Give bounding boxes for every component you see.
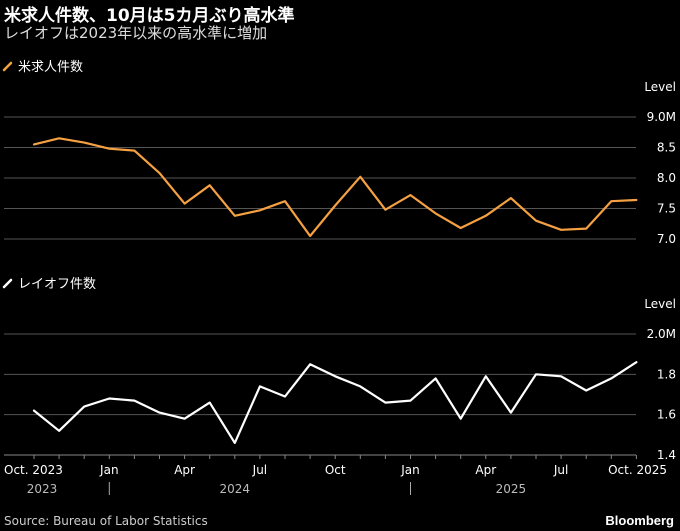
x-year-label-0: 2023 <box>27 482 58 496</box>
y-tick-label-1-1: 1.8 <box>657 367 676 381</box>
axis-title-1: Level <box>644 297 676 311</box>
chart-subtitle: レイオフは2023年以来の高水準に増加 <box>4 24 268 42</box>
chart-title: 米求人件数、10月は5カ月ぶり高水準 <box>4 6 295 26</box>
x-year-label-1: 2024 <box>220 482 251 496</box>
legend-label-0: 米求人件数 <box>18 60 83 75</box>
y-tick-label-1-3: 1.4 <box>657 448 676 462</box>
x-year-label-2: 2025 <box>496 482 527 496</box>
y-tick-label-0-0: 9.0M <box>647 110 676 124</box>
series-line-1 <box>32 361 638 444</box>
y-tick-label-1-2: 1.6 <box>657 408 676 422</box>
x-month-label-2: Apr <box>174 463 195 477</box>
x-month-label-5: Jan <box>400 463 420 477</box>
x-month-label-7: Jul <box>553 463 568 477</box>
x-month-label-1: Jan <box>99 463 119 477</box>
y-tick-label-0-3: 7.5 <box>657 202 676 216</box>
legend-swatch-1 <box>2 278 13 289</box>
y-tick-label-0-1: 8.5 <box>657 141 676 155</box>
series-line-0 <box>32 137 638 238</box>
x-month-label-0: Oct. 2023 <box>4 463 63 477</box>
bloomberg-logo: Bloomberg <box>605 513 674 528</box>
axis-title-0: Level <box>644 80 676 94</box>
x-month-label-8: Oct. 2025 <box>608 463 667 477</box>
y-tick-label-0-2: 8.0 <box>657 171 676 185</box>
x-month-label-6: Apr <box>475 463 496 477</box>
x-month-label-4: Oct <box>325 463 346 477</box>
legend-label-1: レイオフ件数 <box>18 277 96 292</box>
source-note: Source: Bureau of Labor Statistics <box>4 514 208 528</box>
x-month-label-3: Jul <box>252 463 267 477</box>
y-tick-label-1-0: 2.0M <box>647 327 676 341</box>
y-tick-label-0-4: 7.0 <box>657 232 676 246</box>
legend-swatch-0 <box>2 61 13 72</box>
